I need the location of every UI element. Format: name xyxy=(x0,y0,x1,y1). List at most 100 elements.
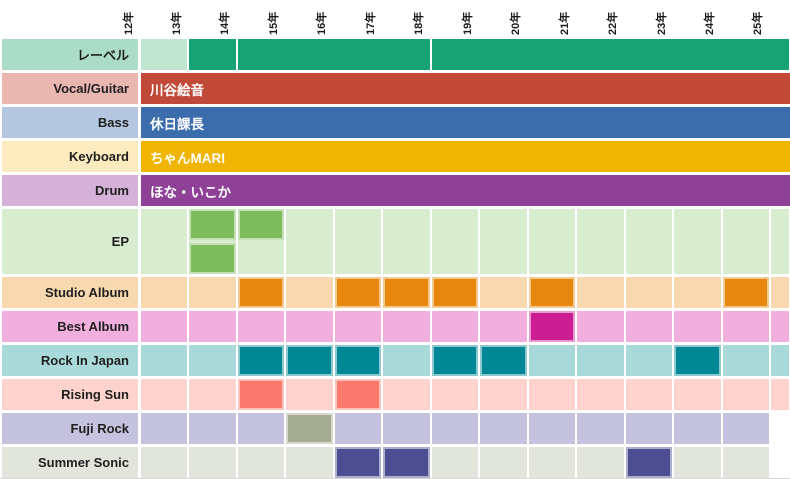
year-cell xyxy=(141,345,188,376)
active-cell xyxy=(286,413,333,444)
row-label-studio-album: Studio Album xyxy=(2,277,138,308)
year-cell xyxy=(722,311,769,342)
year-cell xyxy=(334,413,382,444)
axis-tick-label: 19年 xyxy=(461,11,474,35)
year-cell xyxy=(722,345,769,376)
year-cell xyxy=(577,209,624,274)
active-cell xyxy=(431,345,479,376)
year-cell xyxy=(674,379,721,410)
label-segment xyxy=(189,39,236,70)
year-cell xyxy=(770,345,789,376)
axis-tick-label: 24年 xyxy=(704,11,717,35)
label-segment xyxy=(237,39,430,70)
row-label-bass: Bass xyxy=(2,107,138,138)
year-cell xyxy=(431,311,479,342)
axis-tick-label: 22年 xyxy=(607,11,620,35)
year-cell xyxy=(625,345,673,376)
year-cell xyxy=(141,209,188,274)
year-cell xyxy=(722,379,769,410)
active-cell xyxy=(286,345,333,376)
active-cell xyxy=(237,345,285,376)
year-cell xyxy=(625,413,673,444)
year-cell xyxy=(431,413,479,444)
year-cell xyxy=(625,311,673,342)
year-cell xyxy=(722,209,769,274)
active-cell xyxy=(528,277,576,308)
year-cell xyxy=(334,311,382,342)
row-label-rock-in-japan: Rock In Japan xyxy=(2,345,138,376)
year-cell xyxy=(722,413,769,444)
member-bar-drum: ほな・いこか xyxy=(141,175,790,206)
row-label-rising-sun: Rising Sun xyxy=(2,379,138,410)
axis-tick-label: 21年 xyxy=(558,11,571,35)
year-cell xyxy=(383,311,430,342)
active-cell xyxy=(189,209,236,240)
year-cell xyxy=(674,447,721,478)
year-cell xyxy=(334,209,382,274)
year-cell xyxy=(528,209,576,274)
active-cell xyxy=(528,311,576,342)
year-cell xyxy=(770,379,789,410)
year-cell xyxy=(674,209,721,274)
year-cell xyxy=(528,447,576,478)
active-cell xyxy=(722,277,769,308)
year-cell xyxy=(141,311,188,342)
year-cell xyxy=(770,311,789,342)
year-cell xyxy=(770,277,789,308)
member-bar-vocal-guitar: 川谷絵音 xyxy=(141,73,790,104)
year-cell xyxy=(141,277,188,308)
year-cell xyxy=(722,447,769,478)
year-cell xyxy=(286,379,333,410)
active-cell xyxy=(237,209,285,240)
year-cell xyxy=(480,311,527,342)
row-label-summer-sonic: Summer Sonic xyxy=(2,447,138,478)
axis-tick-label: 15年 xyxy=(267,11,280,35)
year-cell xyxy=(286,447,333,478)
year-cell xyxy=(237,447,285,478)
year-cell xyxy=(577,277,624,308)
year-cell xyxy=(528,345,576,376)
year-cell xyxy=(577,311,624,342)
axis-tick-label: 25年 xyxy=(752,11,765,35)
year-cell xyxy=(383,379,430,410)
year-cell xyxy=(577,345,624,376)
year-cell xyxy=(383,413,430,444)
year-cell xyxy=(141,379,188,410)
label-segment xyxy=(431,39,789,70)
active-cell xyxy=(431,277,479,308)
active-cell xyxy=(334,277,382,308)
year-cell xyxy=(189,413,236,444)
year-cell xyxy=(431,447,479,478)
year-cell xyxy=(528,379,576,410)
year-cell xyxy=(577,413,624,444)
year-cell xyxy=(674,413,721,444)
year-cell xyxy=(141,39,188,70)
year-cell xyxy=(431,379,479,410)
year-cell xyxy=(480,413,527,444)
member-bar-bass: 休日課長 xyxy=(141,107,790,138)
row-label-drum: Drum xyxy=(2,175,138,206)
year-cell xyxy=(480,277,527,308)
active-cell xyxy=(480,345,527,376)
active-cell xyxy=(334,447,382,478)
row-label-label: レーベル xyxy=(2,39,138,70)
active-cell xyxy=(334,379,382,410)
row-label-keyboard: Keyboard xyxy=(2,141,138,172)
axis-tick-label: 16年 xyxy=(316,11,329,35)
year-cell xyxy=(189,379,236,410)
year-cell xyxy=(237,413,285,444)
active-cell xyxy=(237,379,285,410)
member-bar-keyboard: ちゃんMARI xyxy=(141,141,790,172)
active-cell xyxy=(625,447,673,478)
x-axis: 12年 13年 14年 15年 16年 17年 18年 19年 20年 21年 22年 23年 24年 2… xyxy=(0,0,790,37)
year-cell xyxy=(770,209,789,274)
axis-tick-label: 23年 xyxy=(655,11,668,35)
year-cell xyxy=(431,209,479,274)
axis-tick-label: 18年 xyxy=(413,11,426,35)
year-cell xyxy=(577,447,624,478)
axis-tick-label: 12年 xyxy=(122,11,135,35)
active-cell xyxy=(237,277,285,308)
active-cell xyxy=(383,447,430,478)
year-cell xyxy=(480,379,527,410)
active-cell xyxy=(674,345,721,376)
